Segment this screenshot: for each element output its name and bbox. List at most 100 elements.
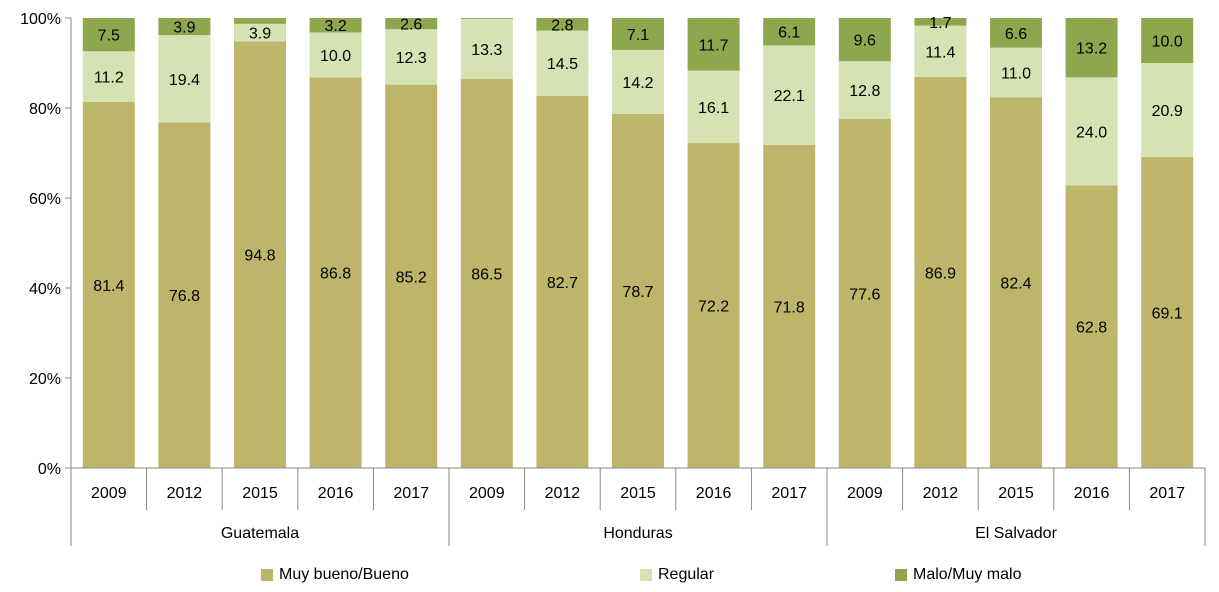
data-label: 86.5 bbox=[471, 266, 502, 283]
x-tick-label: 2009 bbox=[91, 485, 127, 502]
x-tick-label: 2012 bbox=[923, 485, 959, 502]
bar-segment-regular bbox=[612, 49, 664, 114]
data-label: 77.6 bbox=[849, 286, 880, 303]
legend-swatch bbox=[640, 569, 652, 581]
bar-segment-malo-muy-malo bbox=[309, 18, 362, 33]
data-label: 3.9 bbox=[249, 26, 271, 43]
x-tick-label: 2015 bbox=[242, 485, 278, 502]
data-label: 85.2 bbox=[396, 269, 427, 286]
bar-segment-regular bbox=[234, 23, 286, 42]
data-label: 69.1 bbox=[1152, 306, 1183, 323]
data-label: 20.9 bbox=[1152, 103, 1183, 120]
data-label: 2.6 bbox=[400, 17, 422, 34]
y-tick-label: 0% bbox=[38, 461, 61, 478]
bar-segment-regular bbox=[1065, 77, 1118, 186]
y-tick-label: 40% bbox=[29, 281, 61, 298]
data-label: 22.1 bbox=[774, 88, 805, 105]
bar-segment-muy-bueno-bueno bbox=[763, 144, 816, 468]
bar-segment-regular bbox=[385, 29, 438, 85]
data-label: 7.1 bbox=[627, 27, 649, 44]
bar-segment-muy-bueno-bueno bbox=[990, 97, 1042, 468]
bar-segment-muy-bueno-bueno bbox=[687, 143, 740, 468]
bar-segment-regular bbox=[460, 18, 513, 79]
x-tick-label: 2015 bbox=[620, 485, 656, 502]
data-label: 12.3 bbox=[396, 50, 427, 67]
data-label: 3.2 bbox=[324, 18, 346, 35]
data-label: 71.8 bbox=[774, 299, 805, 316]
y-tick-label: 60% bbox=[29, 191, 61, 208]
y-tick-label: 20% bbox=[29, 371, 61, 388]
data-label: 81.4 bbox=[93, 278, 124, 295]
bar-segment-malo-muy-malo bbox=[158, 18, 211, 36]
data-label: 14.2 bbox=[622, 75, 653, 92]
data-label: 6.6 bbox=[1005, 26, 1027, 43]
bar-segment-malo-muy-malo bbox=[687, 18, 740, 71]
data-label: 16.1 bbox=[698, 100, 729, 117]
data-label: 72.2 bbox=[698, 299, 729, 316]
bar-segment-muy-bueno-bueno bbox=[309, 77, 362, 469]
data-label: 82.7 bbox=[547, 275, 578, 292]
legend-swatch bbox=[895, 569, 907, 581]
bar-segment-malo-muy-malo bbox=[385, 18, 438, 30]
x-tick-label: 2012 bbox=[167, 485, 203, 502]
bar-segment-malo-muy-malo bbox=[234, 18, 286, 24]
bar-segment-malo-muy-malo bbox=[1141, 18, 1194, 63]
data-label: 10.0 bbox=[1152, 34, 1183, 51]
data-label: 19.4 bbox=[169, 72, 200, 89]
data-label: 3.9 bbox=[173, 20, 195, 37]
bar-segment-regular bbox=[82, 51, 135, 102]
x-tick-label: 2016 bbox=[696, 485, 732, 502]
x-group-label: Honduras bbox=[603, 525, 672, 542]
data-label: 13.2 bbox=[1076, 41, 1107, 58]
data-label: 2.8 bbox=[551, 17, 573, 34]
data-label: 86.9 bbox=[925, 265, 956, 282]
x-tick-label: 2016 bbox=[1074, 485, 1110, 502]
bar-segment-muy-bueno-bueno bbox=[158, 122, 211, 469]
data-label: 1.7 bbox=[929, 15, 951, 32]
x-group-label: El Salvador bbox=[975, 525, 1057, 542]
legend-item-regular: Regular bbox=[640, 566, 714, 584]
data-label: 76.8 bbox=[169, 288, 200, 305]
bar-segment-regular bbox=[1141, 63, 1194, 158]
bar-segment-regular bbox=[687, 70, 740, 144]
data-label: 11.4 bbox=[925, 44, 955, 61]
data-label: 13.3 bbox=[471, 42, 502, 59]
data-label: 7.5 bbox=[98, 28, 120, 45]
x-tick-label: 2015 bbox=[998, 485, 1034, 502]
bar-segment-muy-bueno-bueno bbox=[838, 118, 891, 469]
bar-segment-malo-muy-malo bbox=[612, 18, 664, 50]
bar-segment-malo-muy-malo bbox=[536, 18, 589, 31]
data-label: 24.0 bbox=[1076, 124, 1107, 141]
x-tick-label: 2017 bbox=[771, 485, 807, 502]
x-tick-label: 2009 bbox=[847, 485, 883, 502]
bar-segment-malo-muy-malo bbox=[838, 18, 891, 62]
bar-segment-muy-bueno-bueno bbox=[914, 76, 967, 468]
bar-segment-malo-muy-malo bbox=[990, 18, 1042, 48]
bar-segment-regular bbox=[158, 35, 211, 123]
bar-segment-malo-muy-malo bbox=[460, 18, 513, 19]
bar-segment-muy-bueno-bueno bbox=[1141, 157, 1194, 469]
data-label: 78.7 bbox=[622, 284, 653, 301]
bar-segment-regular bbox=[309, 32, 362, 78]
bar-segment-malo-muy-malo bbox=[82, 18, 135, 52]
x-group-label: Guatemala bbox=[221, 525, 299, 542]
bar-segment-regular bbox=[838, 61, 891, 119]
x-tick-label: 2017 bbox=[393, 485, 429, 502]
data-label: 12.8 bbox=[849, 83, 880, 100]
x-tick-label: 2016 bbox=[318, 485, 354, 502]
data-label: 10.0 bbox=[320, 48, 351, 65]
x-tick-label: 2017 bbox=[1149, 485, 1185, 502]
data-label: 82.4 bbox=[1000, 276, 1031, 293]
bar-segment-muy-bueno-bueno bbox=[234, 41, 286, 469]
data-label: 11.0 bbox=[1001, 65, 1031, 82]
legend-swatch bbox=[261, 569, 273, 581]
data-label: 11.7 bbox=[699, 37, 729, 54]
bar-segment-regular bbox=[536, 30, 589, 96]
bar-segment-malo-muy-malo bbox=[914, 18, 967, 26]
legend-label: Muy bueno/Bueno bbox=[279, 566, 409, 583]
bar-segment-muy-bueno-bueno bbox=[82, 101, 135, 468]
legend-label: Regular bbox=[658, 566, 715, 583]
data-label: 11.2 bbox=[94, 70, 124, 87]
data-label: 9.6 bbox=[854, 33, 876, 50]
